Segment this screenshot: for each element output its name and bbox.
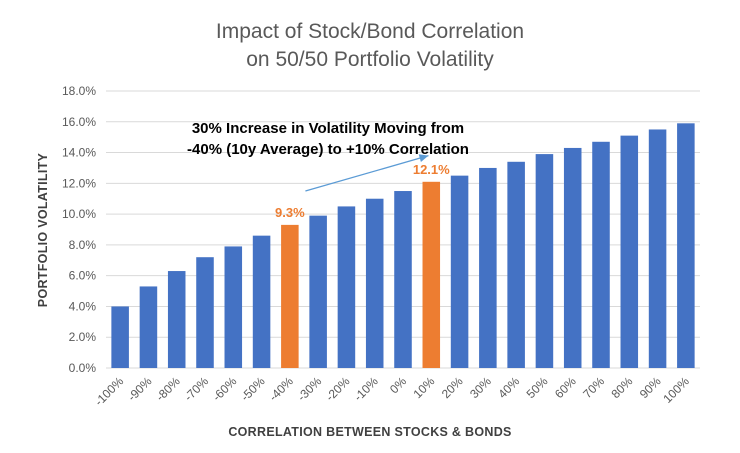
bar xyxy=(111,306,129,368)
annotation-line-1: 30% Increase in Volatility Moving from xyxy=(192,120,464,137)
y-tick-label: 8.0% xyxy=(69,238,97,252)
x-axis-ticks: -100%-90%-80%-70%-60%-50%-40%-30%-20%-10… xyxy=(92,374,692,409)
x-tick-label: 20% xyxy=(439,374,466,401)
bar xyxy=(592,141,610,368)
x-tick-label: 10% xyxy=(411,374,438,401)
x-axis-title: CORRELATION BETWEEN STOCKS & BONDS xyxy=(228,425,511,439)
y-axis-ticks: 0.0% 2.0% 4.0% 6.0% 8.0% 10.0% 12.0% 14.0% 16.0%… xyxy=(62,84,96,375)
y-tick-label: 4.0% xyxy=(69,299,97,313)
bars xyxy=(111,123,695,368)
x-tick-label: -100% xyxy=(92,374,127,409)
data-label: 12.1% xyxy=(413,162,450,177)
y-tick-label: 16.0% xyxy=(62,115,96,129)
x-tick-label: 80% xyxy=(609,374,636,401)
y-tick-label: 10.0% xyxy=(62,207,96,221)
bar xyxy=(422,181,441,368)
x-tick-label: -10% xyxy=(351,374,381,404)
bar xyxy=(365,198,384,368)
x-tick-label: -70% xyxy=(181,374,211,404)
bar xyxy=(337,206,356,368)
bar xyxy=(167,271,186,368)
x-tick-label: 60% xyxy=(552,374,579,401)
bar xyxy=(648,129,667,368)
x-tick-label: -50% xyxy=(238,374,268,404)
x-tick-label: -60% xyxy=(210,374,240,404)
y-tick-label: 0.0% xyxy=(69,361,97,375)
y-tick-label: 14.0% xyxy=(62,146,96,160)
y-tick-label: 12.0% xyxy=(62,176,96,190)
bar xyxy=(281,224,299,368)
bar xyxy=(563,147,582,368)
bar xyxy=(252,235,271,368)
x-tick-label: 40% xyxy=(495,374,522,401)
x-tick-label: -30% xyxy=(295,374,325,404)
y-axis-title: PORTFOLIO VOLATILITY xyxy=(36,152,50,307)
x-tick-label: 100% xyxy=(660,374,692,406)
bar xyxy=(450,175,469,368)
annotation-arrow-head xyxy=(418,154,429,162)
bar xyxy=(677,123,695,368)
y-tick-label: 6.0% xyxy=(69,269,97,283)
x-tick-label: -80% xyxy=(153,374,183,404)
bar xyxy=(224,246,243,368)
x-tick-label: 90% xyxy=(637,374,664,401)
bar xyxy=(394,191,412,368)
chart-title: Impact of Stock/Bond Correlation xyxy=(216,20,524,43)
annotation-line-2: -40% (10y Average) to +10% Correlation xyxy=(187,141,469,158)
x-tick-label: 50% xyxy=(524,374,551,401)
x-tick-label: 0% xyxy=(387,374,409,396)
x-tick-label: 30% xyxy=(467,374,494,401)
y-tick-label: 2.0% xyxy=(69,330,97,344)
bar xyxy=(196,257,214,368)
bar xyxy=(620,135,639,368)
y-tick-label: 18.0% xyxy=(62,84,96,98)
x-tick-label: -20% xyxy=(323,374,353,404)
chart-subtitle: on 50/50 Portfolio Volatility xyxy=(246,48,494,71)
annotation-arrow-shaft xyxy=(305,155,429,192)
bar xyxy=(309,215,327,368)
data-label: 9.3% xyxy=(275,205,305,220)
bar xyxy=(507,161,525,368)
x-tick-label: -40% xyxy=(266,374,296,404)
bar xyxy=(535,154,554,368)
bar xyxy=(479,167,497,368)
data-labels: 9.3% 12.1% xyxy=(275,162,450,220)
x-tick-label: 70% xyxy=(580,374,607,401)
annotation: 30% Increase in Volatility Moving from -… xyxy=(187,120,469,192)
x-tick-label: -90% xyxy=(125,374,155,404)
bar xyxy=(139,286,158,368)
